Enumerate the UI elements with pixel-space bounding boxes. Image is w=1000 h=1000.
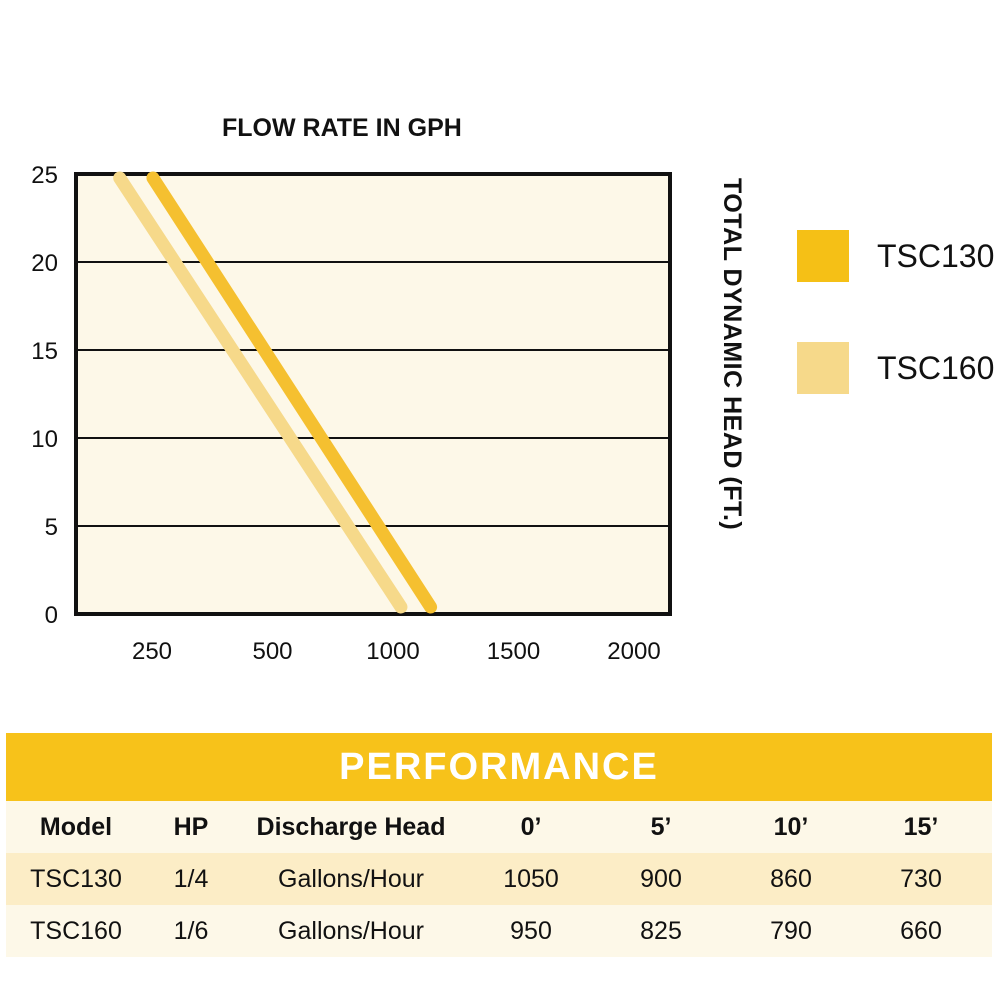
plot-area <box>74 172 672 616</box>
cell: 1/4 <box>173 864 209 893</box>
cell: 900 <box>640 864 682 893</box>
legend-item-tsc160: TSC160 <box>797 342 994 394</box>
header-cell: 15’ <box>903 812 939 841</box>
cell: 790 <box>770 916 812 945</box>
header-cell: Model <box>39 812 113 841</box>
cell: 660 <box>900 916 942 945</box>
header-cell: 10’ <box>773 812 809 841</box>
x-tick-label: 1500 <box>487 638 540 665</box>
legend-swatch <box>797 230 849 282</box>
legend-swatch <box>797 342 849 394</box>
series-line-tsc130 <box>146 171 438 614</box>
legend-item-tsc130: TSC130 <box>797 230 994 282</box>
y-tick-label: 5 <box>45 514 58 541</box>
table-row: TSC160 1/6 Gallons/Hour 950 825 790 660 <box>6 905 992 957</box>
y-tick-label: 10 <box>31 426 58 453</box>
cell: 860 <box>770 864 812 893</box>
cell: 825 <box>640 916 682 945</box>
header-cell: Discharge Head <box>256 812 446 841</box>
table-title: PERFORMANCE <box>6 733 992 801</box>
cell: 730 <box>900 864 942 893</box>
x-tick-label: 250 <box>132 638 172 665</box>
y-axis-label: TOTAL DYNAMIC HEAD (FT.) <box>718 178 746 531</box>
header-cell: HP <box>173 812 209 841</box>
cell: Gallons/Hour <box>278 864 424 893</box>
table-row: TSC130 1/4 Gallons/Hour 1050 900 860 730 <box>6 853 992 905</box>
chart-title: FLOW RATE IN GPH <box>222 114 462 142</box>
performance-table: PERFORMANCE Model HP Discharge Head 0’ 5… <box>6 733 992 957</box>
cell: 1050 <box>503 864 559 893</box>
legend-label: TSC160 <box>877 349 995 386</box>
y-tick-label: 25 <box>31 162 58 189</box>
cell: TSC160 <box>30 916 122 945</box>
header-cell: 5’ <box>650 812 672 841</box>
x-tick-label: 500 <box>252 638 292 665</box>
cell: Gallons/Hour <box>278 916 424 945</box>
cell: 1/6 <box>173 916 209 945</box>
series-line-tsc160 <box>113 171 408 614</box>
cell: 950 <box>510 916 552 945</box>
y-tick-label: 15 <box>31 338 58 365</box>
performance-chart: 0 5 10 15 20 25 250 500 1000 1500 2000 <box>31 162 672 665</box>
header-cell: 0’ <box>520 812 542 841</box>
x-tick-label: 1000 <box>366 638 419 665</box>
table-header-row: Model HP Discharge Head 0’ 5’ 10’ 15’ <box>6 801 992 853</box>
y-tick-label: 0 <box>45 602 58 629</box>
x-tick-label: 2000 <box>607 638 660 665</box>
y-tick-label: 20 <box>31 250 58 277</box>
cell: TSC130 <box>30 864 122 893</box>
legend-label: TSC130 <box>877 237 995 274</box>
